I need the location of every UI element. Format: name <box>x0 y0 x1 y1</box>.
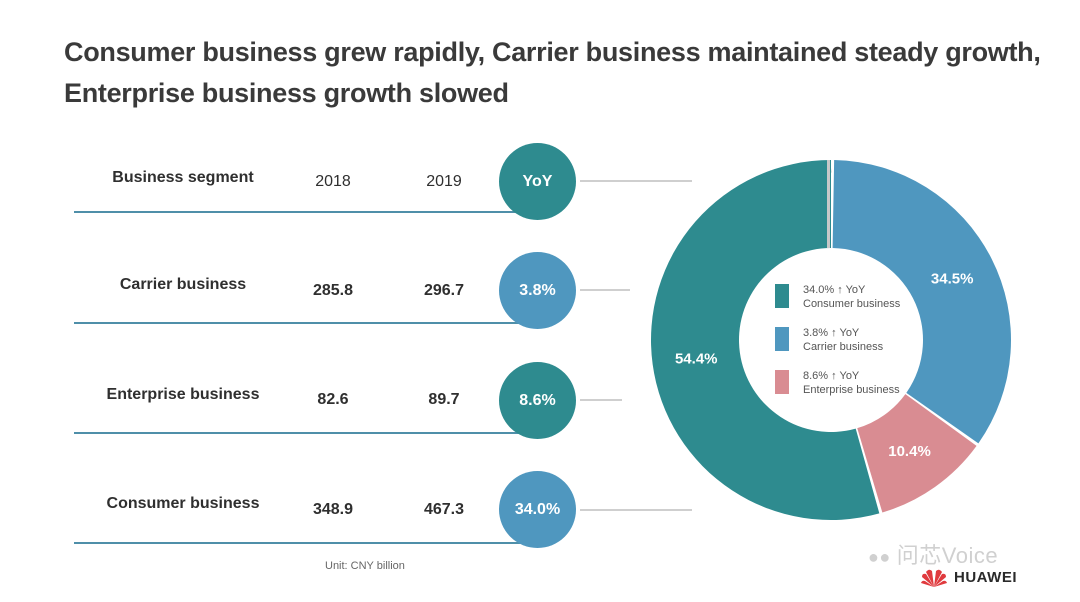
slice-label: 54.4% <box>675 350 718 367</box>
yoy-bubble-carrier: 3.8% <box>499 252 576 329</box>
value-2018: 285.8 <box>312 282 354 299</box>
connector-line <box>580 180 692 182</box>
connector-line <box>580 289 630 291</box>
watermark-text: 问芯Voice <box>896 543 999 568</box>
value-2019: 296.7 <box>423 282 465 299</box>
title-line-1: Consumer business grew rapidly, Carrier … <box>64 37 1041 67</box>
value-2019: 467.3 <box>423 501 465 518</box>
title-line-2: Enterprise business growth slowed <box>64 78 509 108</box>
huawei-logo <box>921 569 947 587</box>
segment-name: Enterprise business <box>106 386 260 403</box>
donut-gap-marker <box>827 160 830 248</box>
value-2018: 348.9 <box>312 501 354 518</box>
brand: HUAWEI <box>920 566 1017 588</box>
legend-growth: 3.8% ↑ YoY <box>803 327 860 339</box>
donut-chart: 34.5% 10.4% 54.4% 34.0% ↑ YoY Consumer busi… <box>650 160 1011 520</box>
row-rule <box>74 542 539 544</box>
slice-labels: 34.5% 10.4% 54.4% <box>675 270 973 460</box>
watermark: ●● 问芯Voice <box>868 538 998 570</box>
legend-growth: 8.6% ↑ YoY <box>803 370 860 382</box>
donut-slice-carrier-business <box>832 160 1011 444</box>
yoy-header-bubble: YoY <box>499 143 576 220</box>
page-title: Consumer business grew rapidly, Carrier … <box>64 32 1064 114</box>
legend-swatch <box>775 284 789 308</box>
row-rule <box>74 432 539 434</box>
slice-label: 34.5% <box>931 270 974 287</box>
value-2018: 82.6 <box>317 391 349 408</box>
brand-text: HUAWEI <box>954 568 1017 586</box>
donut-slice-enterprise-business <box>857 394 977 513</box>
unit-note: Unit: CNY billion <box>325 560 405 572</box>
segment-name: Carrier business <box>119 276 247 293</box>
legend-growth: 34.0% ↑ YoY <box>803 284 866 296</box>
header-rule <box>74 211 539 213</box>
chart-legend: 34.0% ↑ YoY Consumer business 3.8% ↑ YoY Ca… <box>775 284 901 396</box>
segment-name: Consumer business <box>106 495 260 512</box>
legend-segment: Enterprise business <box>803 384 900 396</box>
donut-slices <box>650 160 1011 520</box>
value-2019: 89.7 <box>428 391 460 408</box>
donut-slice-consumer-business <box>650 160 880 520</box>
slice-label: 10.4% <box>888 443 931 460</box>
row-rule <box>74 322 539 324</box>
wechat-icon: ●● <box>868 547 891 567</box>
legend-segment: Carrier business <box>803 341 884 353</box>
legend-swatch <box>775 370 789 394</box>
yoy-bubble-enterprise: 8.6% <box>499 362 576 439</box>
header-2019: 2019 <box>426 173 462 190</box>
legend-swatch <box>775 327 789 351</box>
legend-segment: Consumer business <box>803 298 901 310</box>
header-segment: Business segment <box>112 169 254 186</box>
connector-line <box>580 509 692 511</box>
header-2018: 2018 <box>315 173 351 190</box>
yoy-bubble-consumer: 34.0% <box>499 471 576 548</box>
connector-line <box>580 399 622 401</box>
